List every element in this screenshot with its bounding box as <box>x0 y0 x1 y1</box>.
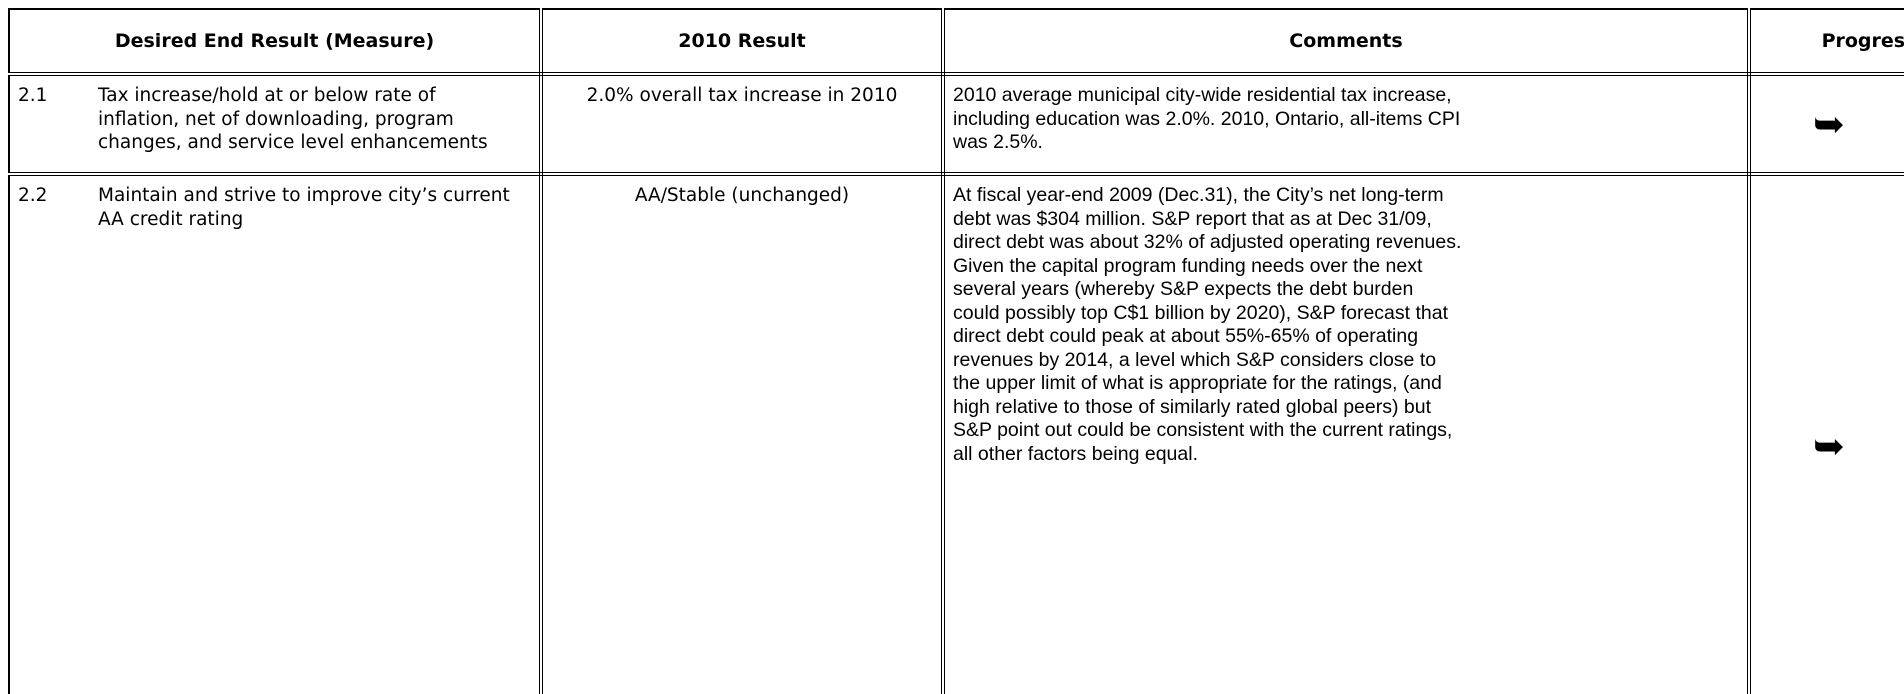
measure-cell: 2.2 Maintain and strive to improve city’s… <box>8 172 543 694</box>
result-text: AA/Stable (unchanged) <box>634 185 850 206</box>
measure-text: Maintain and strive to improve city’s cu… <box>98 185 510 230</box>
measure-id: 2.2 <box>18 185 48 206</box>
row: 2.2 Maintain and strive to improve city’s… <box>8 172 1904 694</box>
result-text: 2.0% overall tax increase in 2010 <box>586 85 898 106</box>
comments-cell: 2010 average municipal city-wide residen… <box>941 72 1751 176</box>
table-container: Desired End Result (Measure) 2010 Result… <box>8 8 1904 694</box>
header-row: Desired End Result (Measure) 2010 Result… <box>8 8 1904 76</box>
comments-text: 2010 average municipal city-wide residen… <box>953 84 1461 153</box>
comments-text: At fiscal year-end 2009 (Dec.31), the Ci… <box>953 184 1462 465</box>
measure-id: 2.1 <box>18 85 48 106</box>
measure-text: Tax increase/hold at or below rate of in… <box>98 85 488 153</box>
header-cell: 2010 Result <box>539 8 945 76</box>
result-cell: AA/Stable (unchanged) <box>539 172 945 694</box>
results-table: Desired End Result (Measure) 2010 Result… <box>8 8 1904 694</box>
header-cell: Desired End Result (Measure) <box>8 8 543 76</box>
row: 2.1 Tax increase/hold at or below rate of… <box>8 72 1904 176</box>
progress-cell: ➥ <box>1747 172 1904 694</box>
comments-cell: At fiscal year-end 2009 (Dec.31), the Ci… <box>941 172 1751 694</box>
progress-icon: ➥ <box>1813 424 1845 468</box>
progress-icon: ➥ <box>1813 102 1845 146</box>
header-cell: Progress <box>1747 8 1904 76</box>
header-cell: Comments <box>941 8 1751 76</box>
result-cell: 2.0% overall tax increase in 2010 <box>539 72 945 176</box>
measure-cell: 2.1 Tax increase/hold at or below rate of… <box>8 72 543 176</box>
progress-cell: ➥ <box>1747 72 1904 176</box>
